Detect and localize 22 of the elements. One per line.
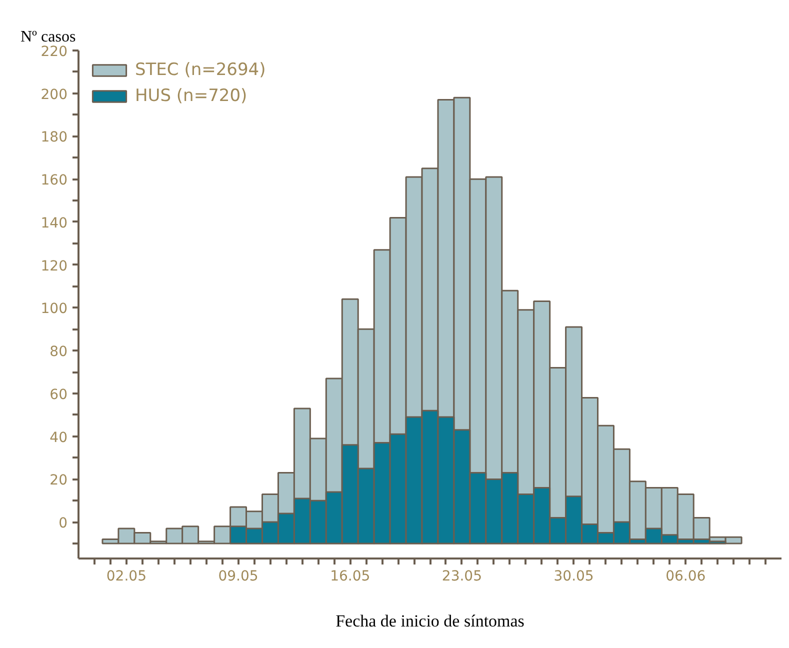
- x-tick-label: 06.06: [666, 568, 706, 584]
- x-tick-label: 30.05: [554, 568, 594, 584]
- y-axis-title: Nº casos: [20, 28, 76, 46]
- y-tick-label: 80: [50, 344, 68, 360]
- x-tick-label: 16.05: [330, 568, 370, 584]
- y-tick-label: 180: [40, 130, 68, 146]
- y-tick-label: 100: [40, 301, 68, 318]
- y-tick-label: 40: [50, 430, 68, 446]
- y-tick-label: 200: [40, 86, 68, 103]
- y-tick-label: 120: [40, 258, 68, 274]
- x-tick-label: 02.05: [106, 568, 146, 584]
- x-tick-label: 23.05: [442, 568, 482, 584]
- x-tick-label: 09.05: [218, 568, 258, 584]
- x-axis-title: Fecha de inicio de síntomas: [336, 612, 524, 630]
- y-tick-label: 20: [50, 472, 68, 489]
- y-tick-label: 60: [50, 386, 68, 403]
- legend-label: STEC (n=2694): [135, 60, 266, 80]
- y-tick-label: 160: [40, 172, 68, 189]
- legend-label: HUS (n=720): [135, 86, 248, 106]
- y-tick-label: 0: [58, 516, 68, 532]
- y-tick-label: 140: [40, 215, 68, 232]
- y-tick-label: 220: [40, 44, 68, 60]
